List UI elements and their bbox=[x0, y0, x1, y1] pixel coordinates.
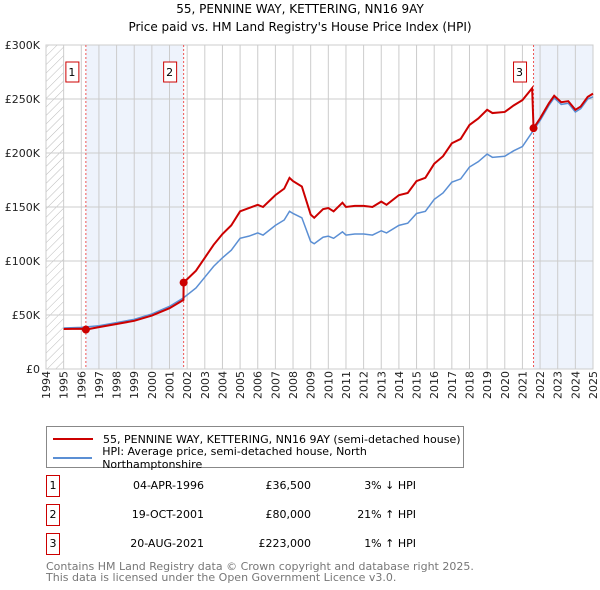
x-tick-label: 2006 bbox=[252, 371, 265, 399]
sale-number: 3 bbox=[46, 533, 60, 555]
x-tick-label: 2005 bbox=[234, 371, 247, 399]
sale-row: 3 20-AUG-2021 £223,000 1% ↑ HPI bbox=[46, 533, 466, 555]
legend-item-property: 55, PENNINE WAY, KETTERING, NN16 9AY (se… bbox=[53, 431, 461, 447]
x-tick-label: 1997 bbox=[93, 371, 106, 399]
x-tick-label: 2004 bbox=[216, 371, 229, 399]
x-tick-label: 2010 bbox=[322, 371, 335, 399]
legend: 55, PENNINE WAY, KETTERING, NN16 9AY (se… bbox=[46, 426, 464, 471]
x-tick-label: 2011 bbox=[340, 371, 353, 399]
y-tick-label: £300K bbox=[5, 39, 41, 52]
x-tick-label: 2009 bbox=[305, 371, 318, 399]
sale-hpi-diff: 1% ↑ HPI bbox=[364, 537, 416, 550]
chart-subtitle: Price paid vs. HM Land Registry's House … bbox=[128, 20, 472, 34]
y-tick-label: £0 bbox=[26, 363, 40, 376]
legend-swatch-red bbox=[53, 438, 93, 440]
footer-line: Contains HM Land Registry data © Crown c… bbox=[46, 560, 474, 573]
sale-number: 1 bbox=[46, 475, 60, 497]
x-tick-label: 2012 bbox=[358, 371, 371, 399]
x-tick-label: 2025 bbox=[587, 371, 600, 399]
sale-point bbox=[179, 278, 188, 287]
x-tick-label: 1995 bbox=[58, 371, 71, 399]
x-tick-label: 2008 bbox=[287, 371, 300, 399]
x-tick-label: 2023 bbox=[552, 371, 565, 399]
price-paid-line bbox=[63, 85, 594, 331]
x-tick-label: 2018 bbox=[463, 371, 476, 399]
sale-label: 3 bbox=[516, 66, 523, 79]
hpi-line bbox=[63, 96, 594, 329]
x-tick-label: 2007 bbox=[269, 371, 282, 399]
legend-item-hpi: HPI: Average price, semi-detached house,… bbox=[53, 445, 463, 471]
y-tick-label: £100K bbox=[5, 255, 41, 268]
x-tick-label: 2020 bbox=[499, 371, 512, 399]
x-tick-label: 2021 bbox=[516, 371, 529, 399]
sale-point bbox=[81, 325, 90, 334]
x-tick-label: 2016 bbox=[428, 371, 441, 399]
y-tick-label: £250K bbox=[5, 93, 41, 106]
sale-date: 04-APR-1996 bbox=[132, 479, 204, 492]
sale-hpi-diff: 3% ↓ HPI bbox=[364, 479, 416, 492]
x-tick-label: 2022 bbox=[534, 371, 547, 399]
x-tick-label: 2015 bbox=[411, 371, 424, 399]
line-chart: 1994 1995 1996 1997 1998 1999 2000 2001 2002 2003… bbox=[5, 39, 600, 399]
y-tick-label: £200K bbox=[5, 147, 41, 160]
chart-title: 55, PENNINE WAY, KETTERING, NN16 9AY bbox=[176, 2, 424, 16]
x-tick-label: 1996 bbox=[75, 371, 88, 399]
x-tick-label: 1999 bbox=[128, 371, 141, 399]
footer: Contains HM Land Registry data © Crown c… bbox=[46, 561, 474, 583]
y-tick-label: £150K bbox=[5, 201, 41, 214]
x-tick-label: 2019 bbox=[481, 371, 494, 399]
footer-line: This data is licensed under the Open Gov… bbox=[46, 571, 397, 584]
x-tick-label: 2024 bbox=[569, 371, 582, 399]
sale-price: £223,000 bbox=[258, 537, 312, 550]
x-tick-label: 2013 bbox=[375, 371, 388, 399]
sale-row: 1 04-APR-1996 £36,500 3% ↓ HPI bbox=[46, 475, 466, 497]
x-tick-label: 2003 bbox=[199, 371, 212, 399]
legend-label: HPI: Average price, semi-detached house,… bbox=[102, 445, 367, 471]
sale-point bbox=[529, 124, 538, 133]
sale-label-box bbox=[513, 61, 528, 83]
y-tick-label: £50K bbox=[12, 309, 41, 322]
sale-date: 19-OCT-2001 bbox=[131, 508, 204, 521]
sale-price: £80,000 bbox=[265, 508, 312, 521]
x-tick-label: 2001 bbox=[164, 371, 177, 399]
plot-frame bbox=[45, 44, 594, 370]
sale-date: 20-AUG-2021 bbox=[130, 537, 204, 550]
x-tick-label: 2017 bbox=[446, 371, 459, 399]
x-tick-label: 2014 bbox=[393, 371, 406, 399]
sale-label-box bbox=[163, 61, 178, 83]
sale-number: 2 bbox=[46, 504, 60, 526]
sale-row: 2 19-OCT-2001 £80,000 21% ↑ HPI bbox=[46, 504, 466, 526]
sale-hpi-diff: 21% ↑ HPI bbox=[357, 508, 416, 521]
sale-label-box bbox=[65, 61, 80, 83]
x-tick-label: 1998 bbox=[111, 371, 124, 399]
x-tick-label: 2002 bbox=[181, 371, 194, 399]
x-tick-label: 2000 bbox=[146, 371, 159, 399]
legend-label: 55, PENNINE WAY, KETTERING, NN16 9AY (se… bbox=[103, 432, 461, 446]
x-tick-label: 1994 bbox=[40, 371, 53, 399]
legend-swatch-blue bbox=[53, 457, 93, 459]
sale-label: 2 bbox=[166, 66, 173, 79]
sale-price: £36,500 bbox=[265, 479, 312, 492]
sale-label: 1 bbox=[68, 66, 75, 79]
